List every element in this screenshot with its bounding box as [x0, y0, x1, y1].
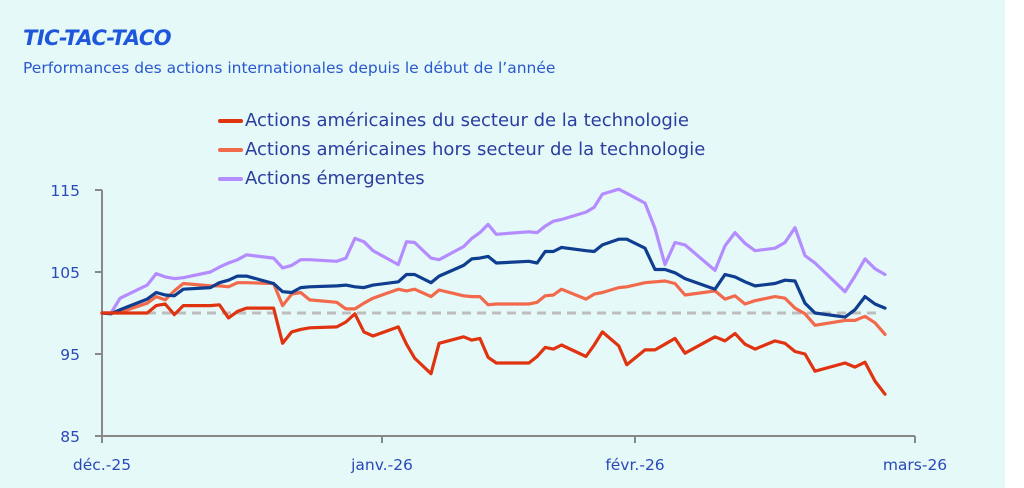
x-tick-label: déc.-25 — [73, 456, 131, 474]
legend-item-non-tech: Actions américaines hors secteur de la t… — [218, 135, 705, 164]
legend-swatch-tech — [218, 118, 243, 123]
chart-subtitle: Performances des actions internationales… — [23, 59, 556, 77]
y-tick-label: 105 — [50, 264, 80, 282]
x-tick-label: janv.-26 — [350, 456, 413, 474]
series-line-us-non-tech — [100, 279, 887, 336]
legend-item-tech: Actions américaines du secteur de la tec… — [218, 106, 705, 135]
series-line-us-tech — [100, 302, 887, 396]
legend-swatch-non-tech — [218, 147, 243, 152]
y-tick-label: 115 — [50, 182, 80, 200]
chart-title: TIC-TAC-TACO — [23, 26, 172, 50]
legend-label-tech: Actions américaines du secteur de la tec… — [245, 110, 689, 131]
legend-item-emerging: Actions émergentes — [218, 164, 705, 193]
series-line-unlabeled — [100, 237, 887, 319]
legend-label-non-tech: Actions américaines hors secteur de la t… — [245, 139, 706, 160]
y-tick-label: 95 — [60, 346, 80, 364]
y-tick-label: 85 — [60, 428, 80, 446]
x-tick-label: mars-26 — [883, 456, 947, 474]
legend-swatch-emerging — [218, 176, 243, 181]
series-line-emerging — [100, 187, 887, 315]
x-tick-label: févr.-26 — [605, 456, 664, 474]
legend-label-emerging: Actions émergentes — [245, 168, 425, 189]
legend: Actions américaines du secteur de la tec… — [218, 106, 705, 193]
